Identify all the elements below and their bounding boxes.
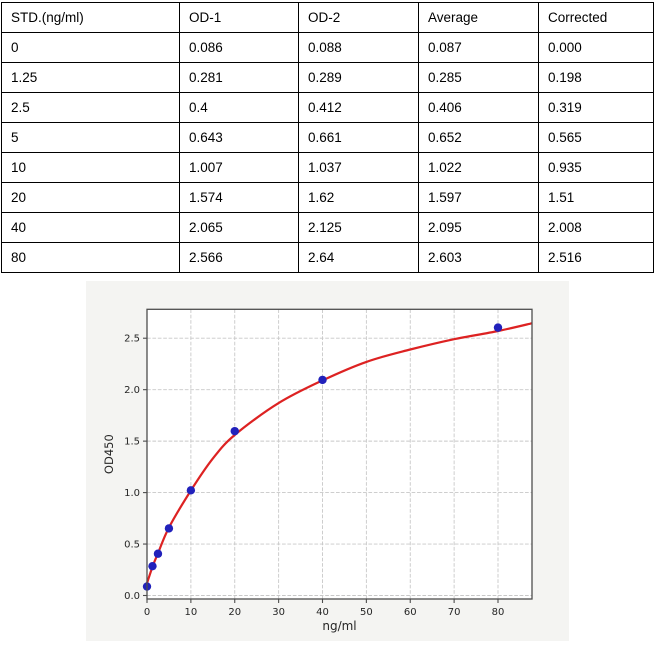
x-tick-label: 50 — [360, 607, 373, 618]
y-axis-label: OD450 — [102, 434, 116, 474]
data-point — [493, 323, 503, 332]
data-point — [164, 524, 174, 533]
x-tick-label: 0 — [144, 607, 150, 618]
data-point — [148, 561, 157, 571]
table-row: 0 0.086 0.088 0.087 0.000 — [1, 32, 654, 63]
table-cell: 2.095 — [418, 212, 539, 243]
table-cell: 1.62 — [298, 182, 419, 213]
x-tick-label: 20 — [228, 607, 241, 618]
y-tick-label: 0.5 — [124, 540, 140, 551]
standard-curve-chart: 0 10 20 30 40 50 60 70 80 0.0 0.5 1.0 1.5 2.0 2.5 ng/ml… — [102, 308, 533, 633]
table-cell: 1.037 — [298, 152, 419, 183]
table-cell: 1.25 — [1, 62, 180, 93]
table-row: 10 1.007 1.037 1.022 0.935 — [1, 152, 654, 183]
table-cell: 0.935 — [538, 152, 654, 183]
table-cell: 2.566 — [179, 242, 299, 273]
data-point — [318, 375, 327, 385]
table-cell: 1.597 — [418, 182, 539, 213]
table-cell: 0.406 — [418, 92, 539, 123]
table-cell: 2.603 — [418, 242, 539, 273]
x-tick-label: 80 — [492, 607, 505, 618]
x-tick-label: 60 — [404, 607, 417, 618]
table-header-row: STD.(ng/ml) OD-1 OD-2 Average Corrected — [1, 2, 654, 33]
col-header-average: Average — [418, 2, 539, 33]
axes-spines — [146, 308, 533, 600]
table-cell: 0.652 — [418, 122, 539, 153]
y-tick-label: 1.0 — [124, 488, 140, 499]
table-row: 1.25 0.281 0.289 0.285 0.198 — [1, 62, 654, 93]
table-cell: 0.565 — [538, 122, 654, 153]
table-cell: 0.412 — [298, 92, 419, 123]
table-cell: 40 — [1, 212, 180, 243]
x-tick-label: 40 — [316, 607, 329, 618]
col-header-od2: OD-2 — [298, 2, 419, 33]
data-point — [230, 426, 239, 436]
table-cell: 0.319 — [538, 92, 654, 123]
table-cell: 0.000 — [538, 32, 654, 63]
table-cell: 2.5 — [1, 92, 180, 123]
y-tick-label: 2.0 — [124, 385, 140, 396]
table-cell: 0.088 — [298, 32, 419, 63]
standard-curve-figure: 0 10 20 30 40 50 60 70 80 0.0 0.5 1.0 1.5 2.0 2.5 ng/ml… — [86, 281, 569, 641]
table-row: 40 2.065 2.125 2.095 2.008 — [1, 212, 654, 243]
x-tick-label: 10 — [185, 607, 198, 618]
table-cell: 0.661 — [298, 122, 419, 153]
table-cell: 0.087 — [418, 32, 539, 63]
table-cell: 5 — [1, 122, 180, 153]
x-axis-label: ng/ml — [322, 619, 356, 633]
table-cell: 1.51 — [538, 182, 654, 213]
table-cell: 0.643 — [179, 122, 299, 153]
col-header-std: STD.(ng/ml) — [1, 2, 180, 33]
table-row: 5 0.643 0.661 0.652 0.565 — [1, 122, 654, 153]
table-cell: 0.198 — [538, 62, 654, 93]
table-row: 2.5 0.4 0.412 0.406 0.319 — [1, 92, 654, 123]
table-cell: 0.4 — [179, 92, 299, 123]
table-cell: 80 — [1, 242, 180, 273]
col-header-od1: OD-1 — [179, 2, 299, 33]
table-cell: 2.64 — [298, 242, 419, 273]
x-tick-label: 70 — [448, 607, 461, 618]
table-cell: 0.086 — [179, 32, 299, 63]
table-cell: 1.022 — [418, 152, 539, 183]
table-cell: 0.289 — [298, 62, 419, 93]
table-cell: 0.281 — [179, 62, 299, 93]
table-cell: 20 — [1, 182, 180, 213]
x-tick-label: 30 — [272, 607, 285, 618]
table-cell: 1.007 — [179, 152, 299, 183]
table-cell: 0.285 — [418, 62, 539, 93]
table-row: 20 1.574 1.62 1.597 1.51 — [1, 182, 654, 213]
table-cell: 1.574 — [179, 182, 299, 213]
standards-table: STD.(ng/ml) OD-1 OD-2 Average Corrected … — [1, 2, 654, 273]
table-cell: 2.125 — [298, 212, 419, 243]
data-point — [186, 486, 196, 495]
table-cell: 10 — [1, 152, 180, 183]
y-tick-label: 1.5 — [124, 437, 140, 448]
y-tick-label: 0.0 — [124, 591, 140, 602]
y-tick-label: 2.5 — [124, 334, 140, 345]
table-cell: 2.516 — [538, 242, 654, 273]
table-cell: 0 — [1, 32, 180, 63]
table-cell: 2.008 — [538, 212, 654, 243]
table-row: 80 2.566 2.64 2.603 2.516 — [1, 242, 654, 273]
data-point — [153, 549, 163, 558]
plot-area — [147, 309, 532, 599]
col-header-corrected: Corrected — [538, 2, 654, 33]
table-cell: 2.065 — [179, 212, 299, 243]
